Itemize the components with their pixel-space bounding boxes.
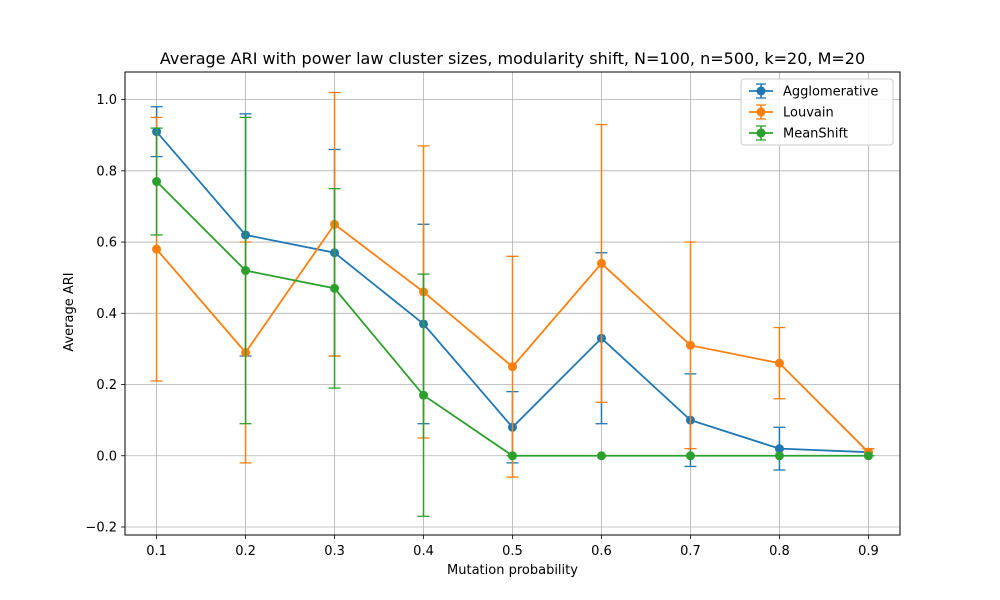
x-tick-label: 0.6 xyxy=(591,544,612,559)
legend: Agglomerative Louvain MeanShift xyxy=(740,78,894,146)
data-point xyxy=(508,451,517,461)
data-point xyxy=(685,451,695,461)
data-point xyxy=(152,177,162,187)
legend-marker xyxy=(756,86,766,96)
series-meanshift xyxy=(150,116,875,517)
data-point xyxy=(774,444,784,454)
x-tick-label: 0.5 xyxy=(502,544,523,559)
data-point xyxy=(774,358,784,368)
data-point xyxy=(241,266,251,276)
chart-title: Average ARI with power law cluster sizes… xyxy=(160,49,865,68)
x-axis-title: Mutation probability xyxy=(447,563,578,578)
legend-label: Agglomerative xyxy=(783,85,878,100)
y-tick-label: 0.6 xyxy=(96,236,117,251)
legend-item-agglomerative: Agglomerative xyxy=(749,83,878,100)
y-tick-label: 0.0 xyxy=(96,449,117,464)
x-tick-label: 0.9 xyxy=(858,544,879,559)
data-point xyxy=(774,451,784,461)
x-tick-label: 0.7 xyxy=(680,544,701,559)
plot-frame xyxy=(124,71,901,536)
legend-item-meanshift: MeanShift xyxy=(749,125,848,142)
y-tick-label: 0.8 xyxy=(96,164,117,179)
legend-marker xyxy=(756,107,766,117)
legend-item-louvain: Louvain xyxy=(749,104,834,121)
y-tick-label: 1.0 xyxy=(96,93,117,108)
data-point xyxy=(419,390,429,400)
data-point xyxy=(685,340,695,350)
y-tick-label: −0.2 xyxy=(85,520,117,535)
y-tick-label: 0.2 xyxy=(96,378,117,393)
x-tick-label: 0.3 xyxy=(324,544,345,559)
data-point xyxy=(596,451,606,461)
legend-box xyxy=(740,78,894,146)
data-point xyxy=(508,362,517,372)
data-point xyxy=(863,451,873,461)
x-tick-label: 0.2 xyxy=(235,544,256,559)
legend-label: MeanShift xyxy=(783,127,848,142)
data-point xyxy=(152,244,162,254)
x-tick-label: 0.8 xyxy=(769,544,790,559)
x-tick-label: 0.1 xyxy=(146,544,167,559)
legend-marker xyxy=(756,128,766,138)
series-layer xyxy=(150,91,875,517)
data-point xyxy=(596,258,606,268)
legend-label: Louvain xyxy=(783,106,834,121)
data-point xyxy=(330,283,340,293)
y-axis-title: Average ARI xyxy=(62,272,77,351)
axis-ticks: 0.1 0.2 0.3 0.4 0.5 0.6 0.7 0.8 0.9 −0.2 0.0 0.2 0.4… xyxy=(85,93,878,559)
y-tick-label: 0.4 xyxy=(96,307,117,322)
x-tick-label: 0.4 xyxy=(413,544,434,559)
